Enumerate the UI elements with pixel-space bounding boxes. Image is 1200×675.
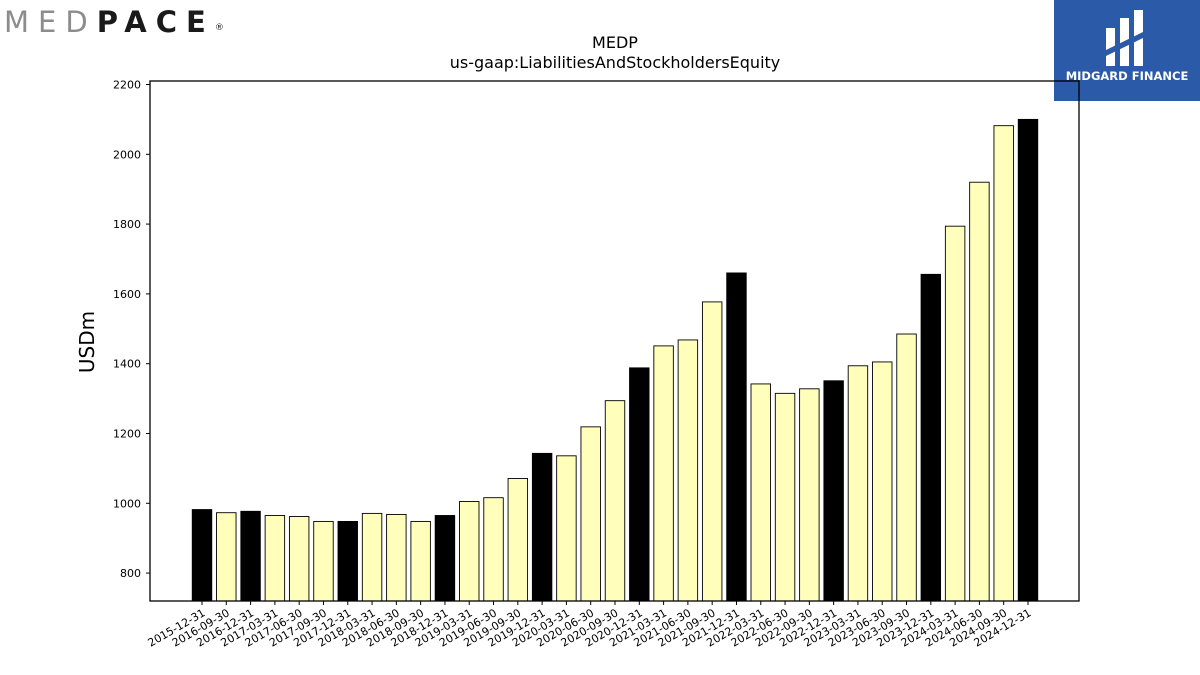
bar-2024-06-30 [969,181,990,602]
bars-group [191,118,1039,602]
bar-2022-03-31 [750,383,771,602]
y-tick-label: 1800 [113,218,141,231]
bar-2019-09-30 [507,478,529,602]
y-tick-label: 1200 [113,427,141,440]
y-tick-label: 2000 [113,148,141,161]
bar-2017-06-30 [288,516,310,602]
logo-pace-text: PACE [96,5,215,39]
bar-2019-03-31 [459,501,480,602]
bar-2022-06-30 [774,392,796,602]
bar-2017-09-30 [313,520,334,602]
bar-2023-03-31 [847,365,869,602]
y-axis: 800 1000 1200 1400 1600 1800 2000 2200 [113,78,150,580]
y-tick-label: 1000 [113,497,141,510]
bar-2020-06-30 [580,426,601,602]
bar-2017-12-31 [337,520,358,602]
midgard-finance-text: MIDGARD FINANCE [1065,69,1189,83]
y-tick-label: 2200 [113,78,141,91]
chart-subtitle: us-gaap:LiabilitiesAndStockholdersEquity [450,53,781,72]
y-tick-label: 1400 [113,358,141,371]
bar-2017-03-31 [264,515,286,602]
bar-2024-03-31 [944,225,966,602]
bar-2019-06-30 [483,497,504,602]
bar-2018-09-30 [410,520,431,602]
bar-2016-09-30 [216,512,237,602]
bar-2019-12-31 [531,452,553,602]
bar-2021-12-31 [726,272,747,602]
chart-title: MEDP [592,33,638,52]
bar-2024-09-30 [993,125,1014,602]
plot-frame [149,80,1080,602]
bar-2015-12-31 [191,509,213,602]
x-axis: 2015-12-312016-09-302016-12-312017-03-31… [146,601,1034,650]
bar-2020-09-30 [604,400,626,602]
bar-2018-06-30 [386,514,407,602]
y-axis-label: USDm [75,311,99,373]
bar-2022-09-30 [799,388,820,602]
bar-2021-09-30 [701,301,723,602]
bar-2024-12-31 [1017,118,1039,602]
bar-2021-06-30 [677,339,699,602]
bar-2023-06-30 [872,361,893,602]
bar-2022-12-31 [823,380,844,602]
bar-2023-09-30 [896,333,917,602]
midgard-mark-icon [1106,10,1143,66]
registered-mark: ® [214,23,224,33]
logo-med-text: MED [4,5,97,39]
bar-2020-03-31 [556,455,577,602]
bar-2018-12-31 [434,515,456,602]
bar-2016-12-31 [240,510,261,602]
bar-2018-03-31 [361,512,383,602]
bar-2023-12-31 [920,273,942,602]
y-tick-label: 800 [120,567,141,580]
y-tick-label: 1600 [113,288,141,301]
bar-2021-03-31 [653,345,674,602]
medpace-logo: MED PACE ® [4,2,224,42]
bar-2020-12-31 [629,367,650,602]
midgard-finance-logo: MIDGARD FINANCE [1054,0,1200,101]
